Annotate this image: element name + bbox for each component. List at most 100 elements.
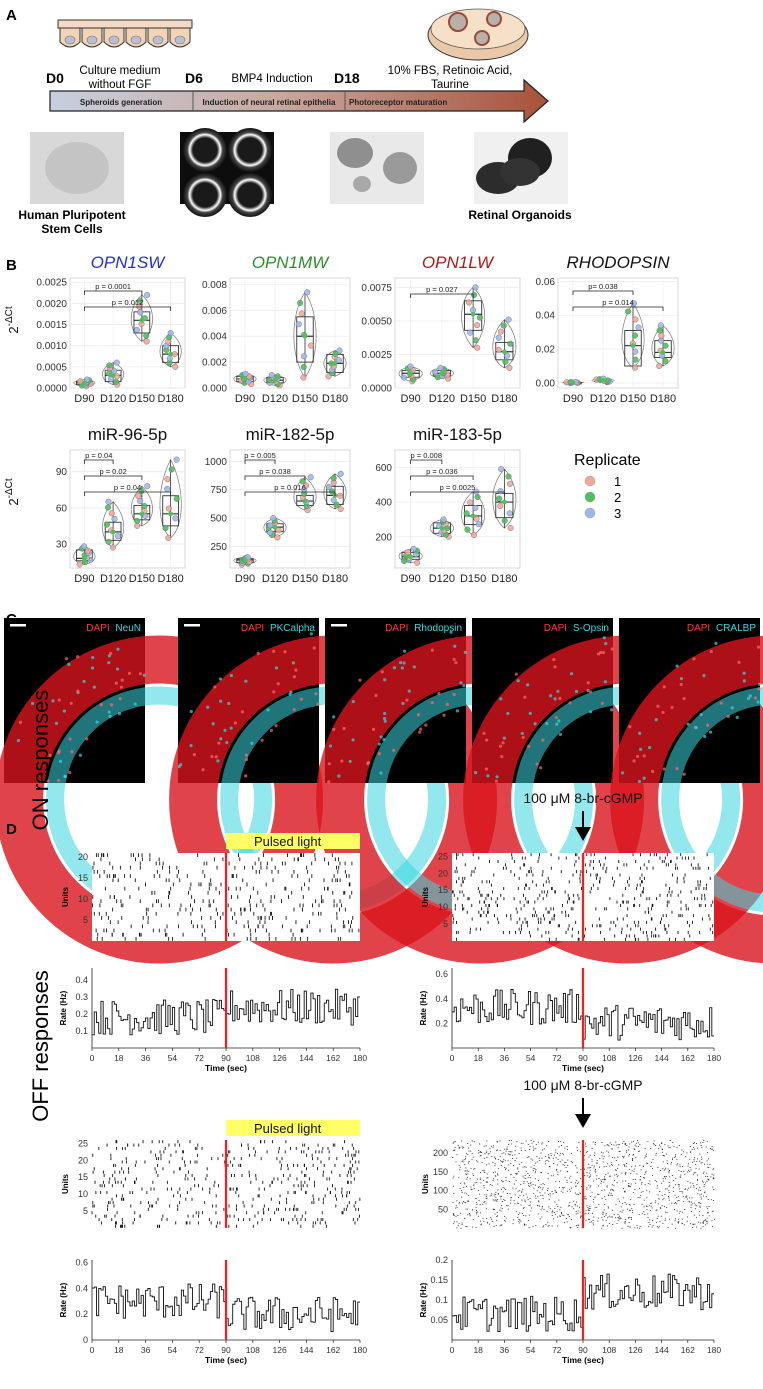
spike	[455, 1205, 457, 1207]
spike	[699, 1160, 701, 1162]
spike	[521, 1190, 523, 1192]
spike	[569, 1188, 571, 1190]
y-tick-label: 0.0010	[36, 341, 67, 352]
spike	[689, 1167, 691, 1168]
cell-dot	[76, 655, 80, 659]
spike	[580, 1216, 582, 1218]
cell-dot	[392, 666, 397, 670]
replicate-point	[275, 527, 282, 534]
p-bracket	[83, 459, 114, 464]
spike	[486, 1197, 488, 1199]
spike	[548, 1156, 550, 1158]
p-bracket	[410, 293, 474, 298]
well-spheroid	[86, 35, 98, 45]
spike	[461, 1145, 463, 1147]
spike	[708, 1167, 710, 1168]
cell-dot	[445, 702, 450, 706]
spike	[499, 1195, 501, 1197]
cell-dot	[556, 689, 560, 693]
spike	[527, 1157, 529, 1158]
spike	[658, 1148, 660, 1149]
spike	[516, 1141, 518, 1143]
spike	[659, 1170, 661, 1171]
spike	[493, 1225, 495, 1227]
spike	[678, 1221, 680, 1222]
spike	[492, 1178, 494, 1180]
spike	[609, 1165, 611, 1167]
replicate-point	[632, 316, 639, 323]
spike	[629, 1169, 631, 1170]
spike	[465, 1173, 467, 1175]
spike	[579, 1192, 581, 1194]
cell-dot	[342, 726, 346, 731]
x-tick-label: D180	[491, 393, 517, 405]
spike	[671, 1159, 673, 1161]
spike	[479, 1151, 481, 1152]
spike	[465, 1170, 467, 1172]
cell-dot	[656, 704, 660, 708]
spike	[608, 1155, 610, 1157]
spike	[478, 1200, 480, 1201]
replicate-point	[136, 303, 143, 310]
spike	[458, 1147, 460, 1149]
replicate-point	[470, 532, 477, 539]
spike	[589, 1176, 591, 1177]
spike	[486, 1181, 488, 1183]
spike	[634, 1165, 636, 1167]
spike	[656, 1226, 658, 1228]
spike	[521, 1213, 523, 1215]
cell-dot	[553, 665, 557, 669]
raster-y-tick: 10	[78, 1189, 88, 1199]
spike	[617, 1147, 619, 1149]
replicate-point	[297, 299, 304, 306]
spike	[523, 1224, 525, 1226]
spike	[672, 1191, 674, 1192]
spike	[497, 1141, 499, 1143]
spike	[675, 1201, 677, 1203]
cell-dot	[521, 735, 525, 740]
spike	[593, 1165, 595, 1167]
cell-dot	[219, 737, 223, 741]
spike	[565, 1218, 567, 1219]
cell-dot	[240, 710, 245, 714]
cell-dot	[686, 722, 690, 726]
cell-dot	[328, 744, 333, 748]
spike	[534, 1162, 536, 1164]
mean-point	[470, 513, 476, 519]
spike	[527, 1183, 529, 1185]
spike	[575, 1185, 577, 1187]
spike	[663, 1176, 665, 1177]
p-bracket	[572, 306, 664, 311]
row-label-off: OFF responses	[28, 970, 53, 1122]
spike	[553, 1163, 555, 1164]
spike	[533, 1149, 535, 1151]
spike	[483, 1145, 485, 1147]
spike	[634, 1168, 636, 1170]
spike	[516, 1157, 518, 1159]
spike	[705, 1146, 707, 1148]
spike	[569, 1190, 571, 1192]
spike	[456, 1227, 458, 1229]
spike	[508, 1164, 510, 1166]
spike	[525, 1140, 527, 1142]
cell-dot	[570, 672, 574, 676]
spike	[470, 1167, 472, 1169]
spike	[629, 1143, 631, 1145]
spike	[568, 1205, 570, 1207]
legend-title: Replicate	[574, 452, 641, 469]
spike	[453, 1221, 455, 1223]
spike	[503, 1187, 505, 1189]
cell-dot	[107, 710, 111, 714]
spike	[548, 1157, 550, 1159]
spike	[702, 1226, 704, 1228]
spike	[527, 1143, 529, 1145]
replicate-point	[337, 506, 344, 513]
spike	[498, 1193, 500, 1195]
spike	[483, 1187, 485, 1189]
spike	[500, 1165, 502, 1167]
spike	[497, 1173, 499, 1175]
y-tick-label: 0.00	[536, 378, 556, 389]
raster-y-tick: 150	[433, 1167, 448, 1177]
